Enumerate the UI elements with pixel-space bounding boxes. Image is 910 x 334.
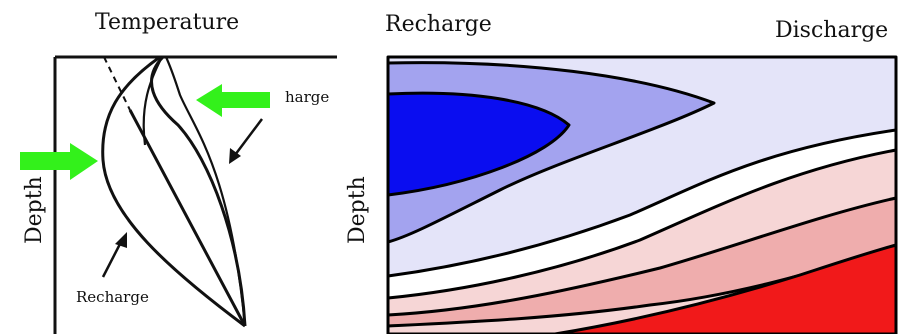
right-depth-axis-label: Depth bbox=[345, 176, 370, 244]
contour-band-deep-blue bbox=[386, 91, 571, 197]
recharge-profile-label: Recharge bbox=[76, 288, 149, 306]
recharge-profile-curve bbox=[101, 55, 246, 328]
contour-band-deep-red bbox=[553, 243, 898, 334]
left-depth-axis-label: Depth bbox=[22, 176, 47, 244]
left-green-arrow bbox=[20, 143, 98, 180]
conduction-profile-line bbox=[128, 109, 247, 327]
contour-section-panel bbox=[386, 55, 898, 334]
discharge-pointer-arrow bbox=[229, 118, 263, 164]
temperature-axis-label: Temperature bbox=[95, 10, 240, 35]
recharge-zone-label: Recharge bbox=[385, 12, 492, 37]
right-green-arrow bbox=[196, 84, 270, 117]
discharge-profile-label: harge bbox=[285, 88, 330, 106]
discharge-profile-curve-outer bbox=[165, 56, 247, 327]
temperature-depth-panel bbox=[53, 55, 337, 334]
recharge-pointer-arrow bbox=[101, 232, 127, 278]
dashed-reference-line bbox=[103, 56, 131, 111]
contour-panel-frame bbox=[386, 55, 898, 334]
discharge-zone-label: Discharge bbox=[775, 18, 889, 43]
